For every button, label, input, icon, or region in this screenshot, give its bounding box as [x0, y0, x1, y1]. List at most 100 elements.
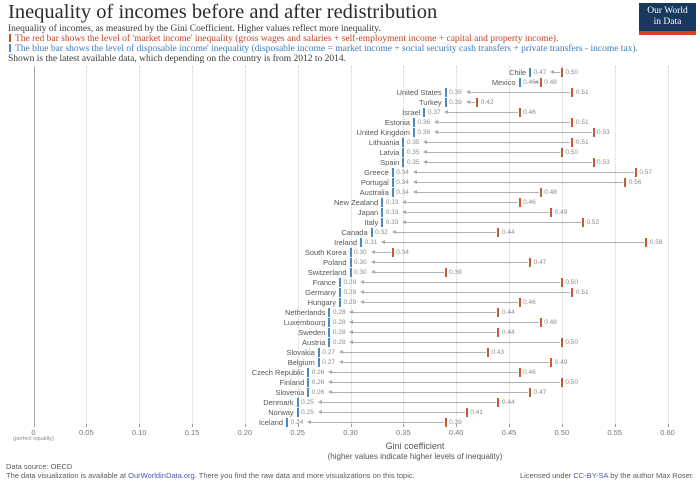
market-income-value: 0.48: [544, 189, 557, 196]
disposable-income-tick: [529, 68, 532, 77]
disposable-income-tick: [381, 218, 384, 227]
market-income-value: 0.58: [649, 239, 663, 246]
change-arrow-line: [321, 412, 465, 413]
change-arrow-line: [374, 272, 444, 273]
change-arrow-line: [331, 382, 560, 383]
disposable-income-value: 0.46: [523, 79, 536, 86]
change-arrow-head: [338, 360, 343, 364]
market-income-value: 0.53: [597, 129, 610, 136]
disposable-income-tick: [338, 288, 341, 297]
disposable-income-tick: [328, 308, 331, 317]
disposable-income-tick: [317, 358, 320, 367]
market-income-value: 0.48: [544, 319, 557, 326]
change-arrow-line: [352, 322, 539, 323]
gridline: [614, 66, 616, 424]
disposable-income-value: 0.26: [311, 379, 325, 386]
change-arrow-line: [537, 82, 539, 83]
country-label: Sweden: [298, 328, 326, 337]
disposable-income-tick: [423, 108, 426, 117]
country-label: Ireland: [334, 238, 358, 247]
axis-tick-mark: [667, 424, 669, 427]
market-income-tick: [550, 208, 553, 217]
country-label: Slovenia: [275, 388, 305, 397]
owid-logo[interactable]: Our World in Data: [639, 3, 696, 35]
disposable-income-value: 0.28: [332, 309, 346, 316]
disposable-income-value: 0.35: [406, 149, 420, 156]
gridline: [509, 66, 510, 424]
disposable-income-value: 0.35: [406, 139, 420, 146]
change-arrow-line: [553, 72, 560, 73]
change-arrow-head: [444, 110, 449, 114]
change-arrow-line: [363, 302, 518, 303]
owid-link[interactable]: OurWorldinData.org: [128, 471, 195, 480]
market-income-tick: [581, 218, 584, 227]
change-arrow-head: [423, 140, 428, 144]
disposable-income-tick: [391, 168, 394, 177]
market-income-value: 0.50: [565, 149, 578, 156]
country-label: Netherlands: [284, 308, 326, 317]
market-income-tick: [550, 358, 553, 367]
disposable-income-tick: [381, 198, 384, 207]
market-income-tick: [560, 378, 563, 387]
gridline: [667, 66, 669, 424]
country-label: Australia: [359, 188, 389, 197]
disposable-income-tick: [296, 408, 299, 417]
change-arrow-line: [363, 292, 571, 293]
market-income-value: 0.49: [554, 359, 568, 366]
change-arrow-head: [328, 390, 333, 394]
change-arrow-head: [317, 410, 322, 414]
market-income-tick: [518, 298, 521, 307]
market-income-value: 0.49: [554, 209, 568, 216]
disposable-income-value: 0.34: [396, 169, 409, 176]
disposable-income-tick: [338, 278, 341, 287]
country-label: Poland: [323, 258, 347, 267]
availability-note-post: . There you find the raw data and more v…: [194, 471, 415, 480]
market-income-tick: [497, 308, 500, 317]
change-arrow-head: [423, 160, 428, 164]
license-note: Licensed under CC-BY-SA by the author Ma…: [520, 471, 694, 480]
market-income-value: 0.39: [449, 269, 462, 276]
market-income-value: 0.44: [501, 329, 515, 336]
disposable-income-tick: [349, 268, 352, 277]
change-arrow-line: [426, 162, 592, 163]
license-link[interactable]: CC-BY-SA: [573, 471, 609, 480]
market-income-tick: [571, 88, 574, 97]
axis-tick-mark: [509, 424, 510, 427]
change-arrow-head: [402, 220, 407, 224]
change-arrow-head: [349, 340, 354, 344]
red-bar-key-icon: [9, 34, 11, 42]
country-label: Latvia: [379, 148, 400, 157]
disposable-income-value: 0.34: [396, 189, 409, 196]
disposable-income-value: 0.35: [406, 159, 420, 166]
change-arrow-line: [405, 222, 581, 223]
axis-tick-mark: [456, 424, 458, 427]
change-arrow-line: [437, 122, 571, 123]
owid-logo-line2: in Data: [653, 17, 682, 27]
market-income-tick: [529, 258, 532, 267]
disposable-income-tick: [444, 88, 447, 97]
change-arrow-line: [426, 142, 571, 143]
market-income-value: 0.47: [533, 389, 547, 396]
axis-tick-label: 0.15: [184, 428, 200, 437]
axis-tick-label: 0.25: [290, 428, 305, 437]
axis-tick-label: 0.60: [660, 428, 675, 437]
disposable-income-value: 0.29: [343, 289, 357, 296]
country-label: France: [312, 278, 336, 287]
market-income-tick: [539, 188, 542, 197]
gridline: [139, 66, 141, 424]
market-income-tick: [465, 408, 468, 417]
change-arrow-line: [374, 262, 529, 263]
chart-subtitle: Inequality of incomes, as measured by th…: [8, 24, 381, 34]
axis-tick-mark: [350, 424, 352, 427]
disposable-income-tick: [402, 138, 405, 147]
country-label: Portugal: [360, 178, 389, 187]
axis-tick-mark: [297, 424, 299, 427]
market-income-tick: [497, 328, 500, 337]
x-axis-label: Gini coefficient: [385, 441, 445, 451]
disposable-income-tick: [444, 98, 447, 107]
market-income-tick: [529, 388, 532, 397]
axis-tick-label: 0.55: [607, 428, 622, 437]
change-arrow-line: [416, 182, 624, 183]
disposable-income-tick: [286, 418, 289, 427]
